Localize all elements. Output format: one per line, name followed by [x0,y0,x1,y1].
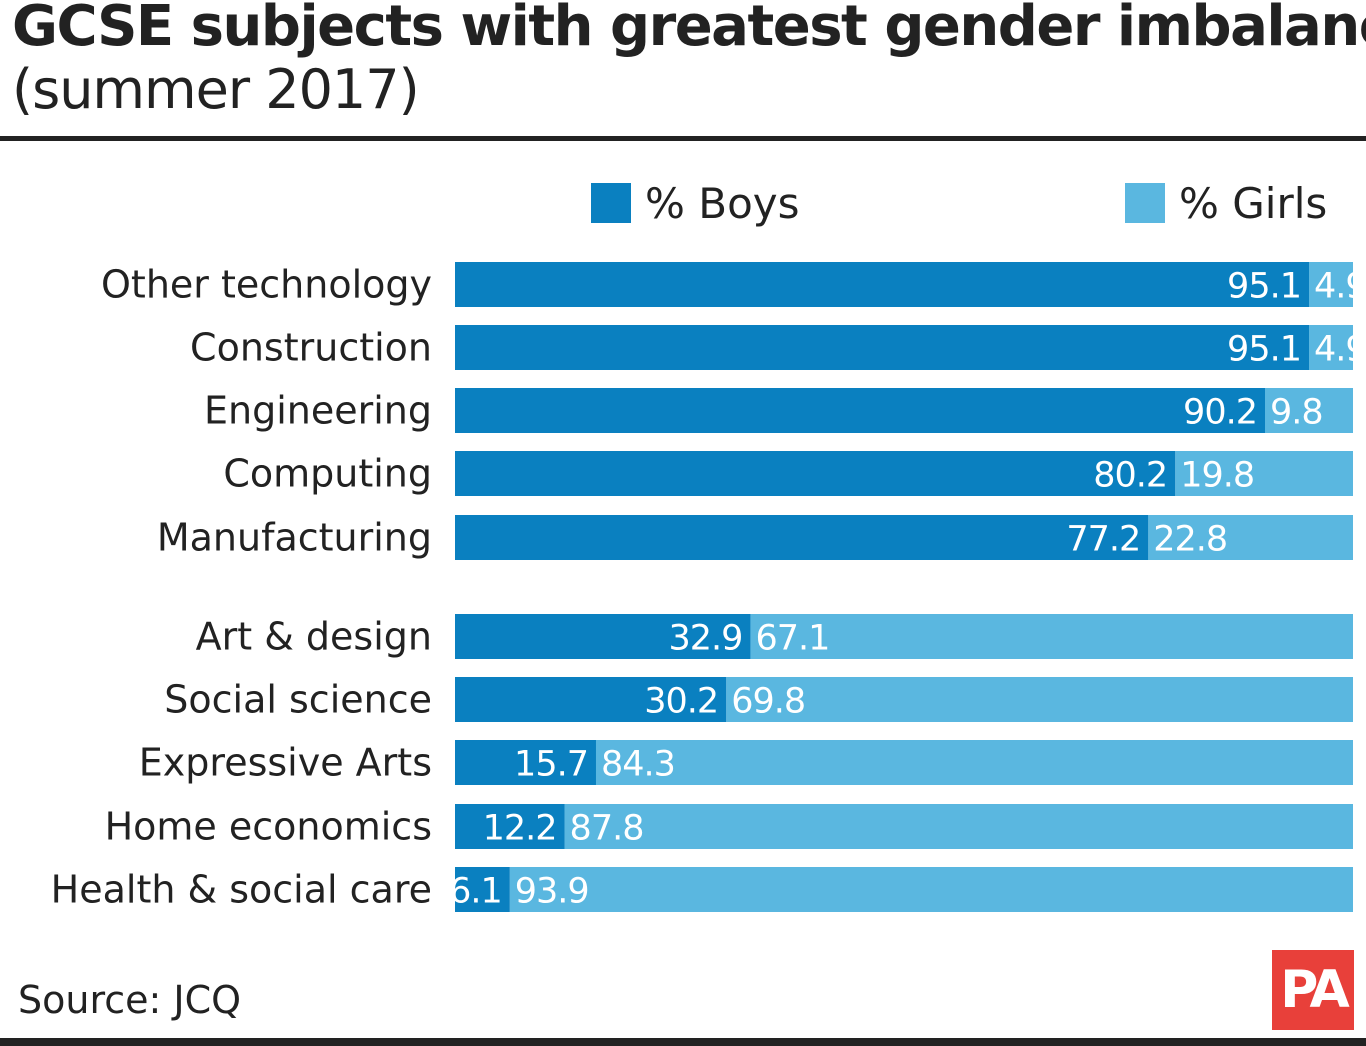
bar-boys [455,325,1309,370]
bar-boys [455,677,727,722]
category-label: Art & design [196,615,432,659]
category-label: Health & social care [51,868,432,912]
bar-girls [595,740,1353,785]
category-label: Construction [190,326,432,370]
category-label: Engineering [204,389,432,433]
bar-girls [1175,451,1353,496]
data-label-boys: 30.2 [644,682,718,722]
data-label-girls: 19.8 [1180,456,1254,496]
bar-boys [455,867,510,912]
bar-girls [509,867,1353,912]
pa-logo: PA [1272,950,1354,1030]
bar-boys [455,262,1309,307]
data-label-boys: 95.1 [1227,267,1301,307]
source-note: Source: JCQ [18,978,242,1022]
category-label: Manufacturing [157,516,432,560]
bar-girls [1148,515,1353,560]
bar-girls [1308,262,1353,307]
category-label: Home economics [105,805,432,849]
data-label-boys: 77.2 [1066,520,1140,560]
bar-girls [564,804,1353,849]
data-label-boys: 95.1 [1227,330,1301,370]
bar-boys [455,804,565,849]
data-label-boys: 32.9 [669,619,743,659]
data-label-girls: 93.9 [515,872,589,912]
legend-girls: % Girls [1125,178,1327,228]
data-label-boys: 15.7 [514,745,588,785]
bar-boys [455,388,1265,433]
bar-boys [455,451,1176,496]
top-divider [0,136,1366,141]
data-label-boys: 12.2 [483,809,557,849]
bar-girls [726,677,1353,722]
legend-girls-label: % Girls [1179,178,1328,228]
legend-boys-swatch [591,183,631,223]
category-label: Other technology [101,263,432,307]
bar-girls [750,614,1353,659]
bottom-divider [0,1038,1366,1046]
data-label-boys: 80.2 [1093,456,1167,496]
bar-boys [455,740,596,785]
data-label-boys: 90.2 [1183,393,1257,433]
data-label-girls: 67.1 [755,619,829,659]
data-label-girls: 4.9 [1314,330,1366,370]
legend-boys-label: % Boys [645,178,800,228]
data-label-girls: 69.8 [731,682,805,722]
legend-girls-swatch [1125,183,1165,223]
data-label-boys: 6.1 [449,872,502,912]
bar-girls [1308,325,1353,370]
category-label: Social science [164,678,432,722]
legend-boys: % Boys [591,178,800,228]
data-label-girls: 22.8 [1153,520,1227,560]
chart-subtitle: (summer 2017) [12,58,420,121]
bar-boys [455,614,751,659]
bar-boys [455,515,1149,560]
data-label-girls: 84.3 [601,745,675,785]
category-label: Computing [223,452,432,496]
bar-girls [1264,388,1353,433]
data-label-girls: 87.8 [570,809,644,849]
data-label-girls: 9.8 [1270,393,1323,433]
data-label-girls: 4.9 [1314,267,1366,307]
chart-title: GCSE subjects with greatest gender imbal… [12,0,1366,59]
category-label: Expressive Arts [139,741,432,785]
